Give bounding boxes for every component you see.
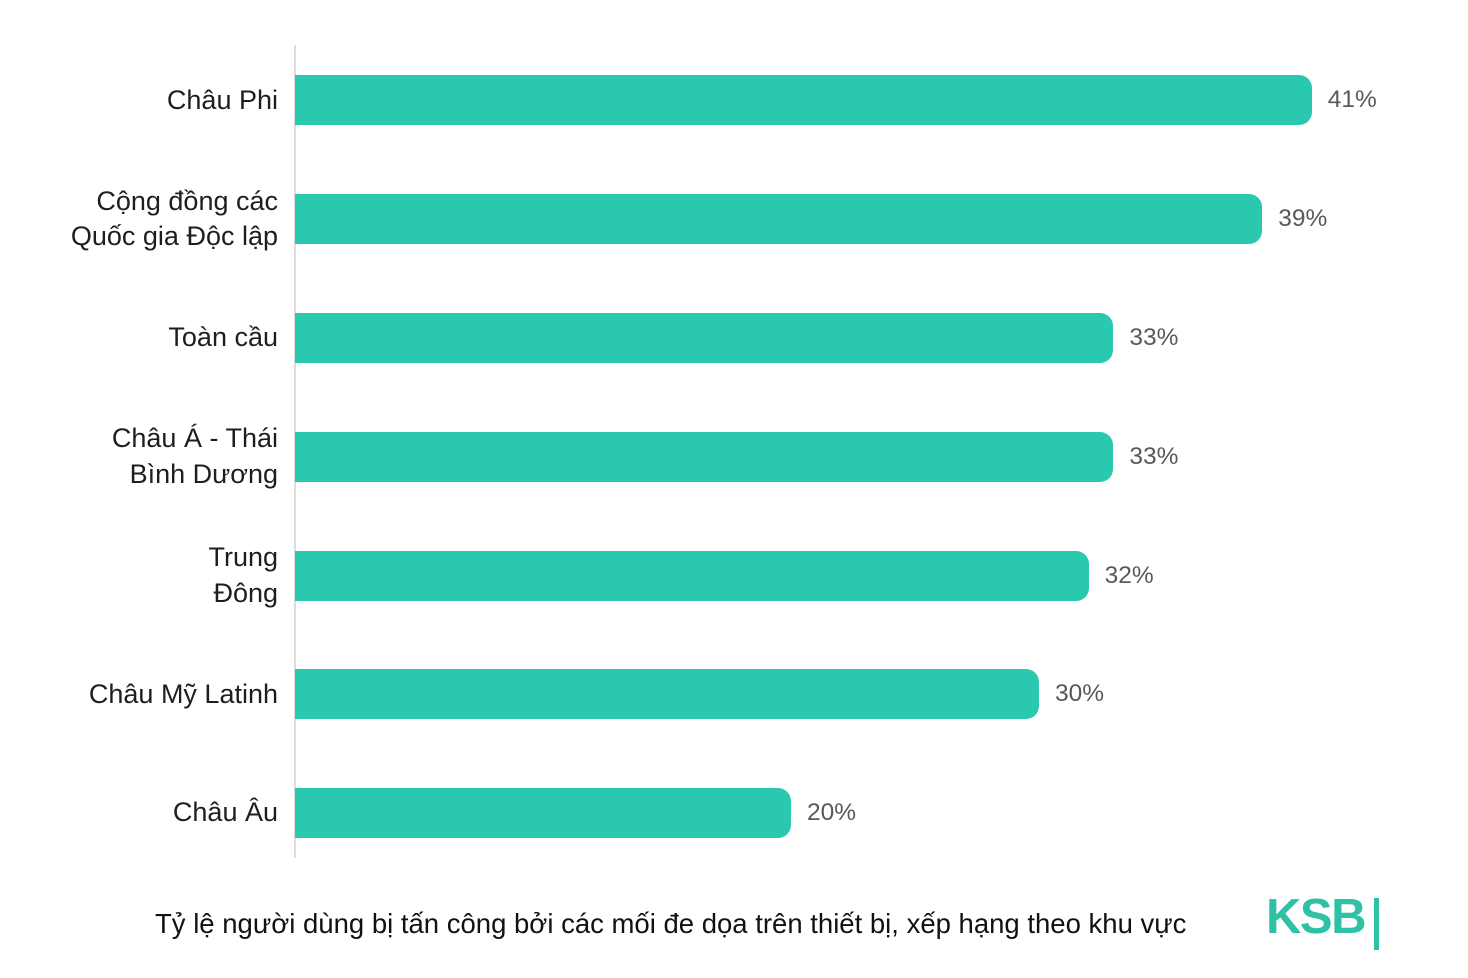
bar-area: 33% [295,279,1468,398]
value-label: 33% [1129,442,1179,470]
ksb-logo-text: KSB [1266,890,1366,944]
category-label: Châu Phi [166,84,278,115]
category-label: Châu Á - Thái Bình Dương [111,423,278,489]
value-label: 20% [807,799,857,827]
category-label: Châu Mỹ Latinh [88,678,278,709]
bar [295,550,1089,601]
chart-row: Châu Á - Thái Bình Dương 33% [0,397,1468,516]
chart-row: Châu Mỹ Latinh 30% [0,635,1468,754]
ksb-logo-bar-icon [1373,898,1379,950]
bar [295,669,1039,720]
chart-caption: Tỷ lệ người dùng bị tấn công bởi các mối… [155,908,1187,939]
chart-rows: Châu Phi 41% Cộng đồng các Quốc gia Độc lậ… [0,41,1468,873]
value-label: 30% [1055,680,1105,708]
bar-area: 41% [295,41,1468,160]
bar [295,312,1114,363]
value-label: 33% [1129,323,1179,351]
category-label: Trung Đông [208,541,278,608]
bar [295,194,1263,245]
value-label: 32% [1104,561,1154,589]
chart-row: Cộng đồng các Quốc gia Độc lập 39% [0,160,1468,279]
chart-row: Trung Đông 32% [0,516,1468,635]
value-label: 41% [1327,86,1377,114]
category-label: Toàn cầu [168,322,278,353]
value-label: 39% [1278,205,1328,233]
bar-area: 20% [295,754,1468,873]
category-label: Cộng đồng các Quốc gia Độc lập [70,185,278,252]
chart-row: Châu Âu 20% [0,754,1468,873]
bar [295,788,791,839]
ksb-logo: KSB [1266,893,1379,950]
chart-row: Toàn cầu 33% [0,279,1468,398]
category-label: Châu Âu [172,797,278,828]
bar [295,431,1114,482]
chart-row: Châu Phi 41% [0,41,1468,160]
bar-area: 30% [295,635,1468,754]
bar-area: 39% [295,160,1468,279]
bar-area: 32% [295,516,1468,635]
bar [295,75,1312,126]
bar-area: 33% [295,397,1468,516]
